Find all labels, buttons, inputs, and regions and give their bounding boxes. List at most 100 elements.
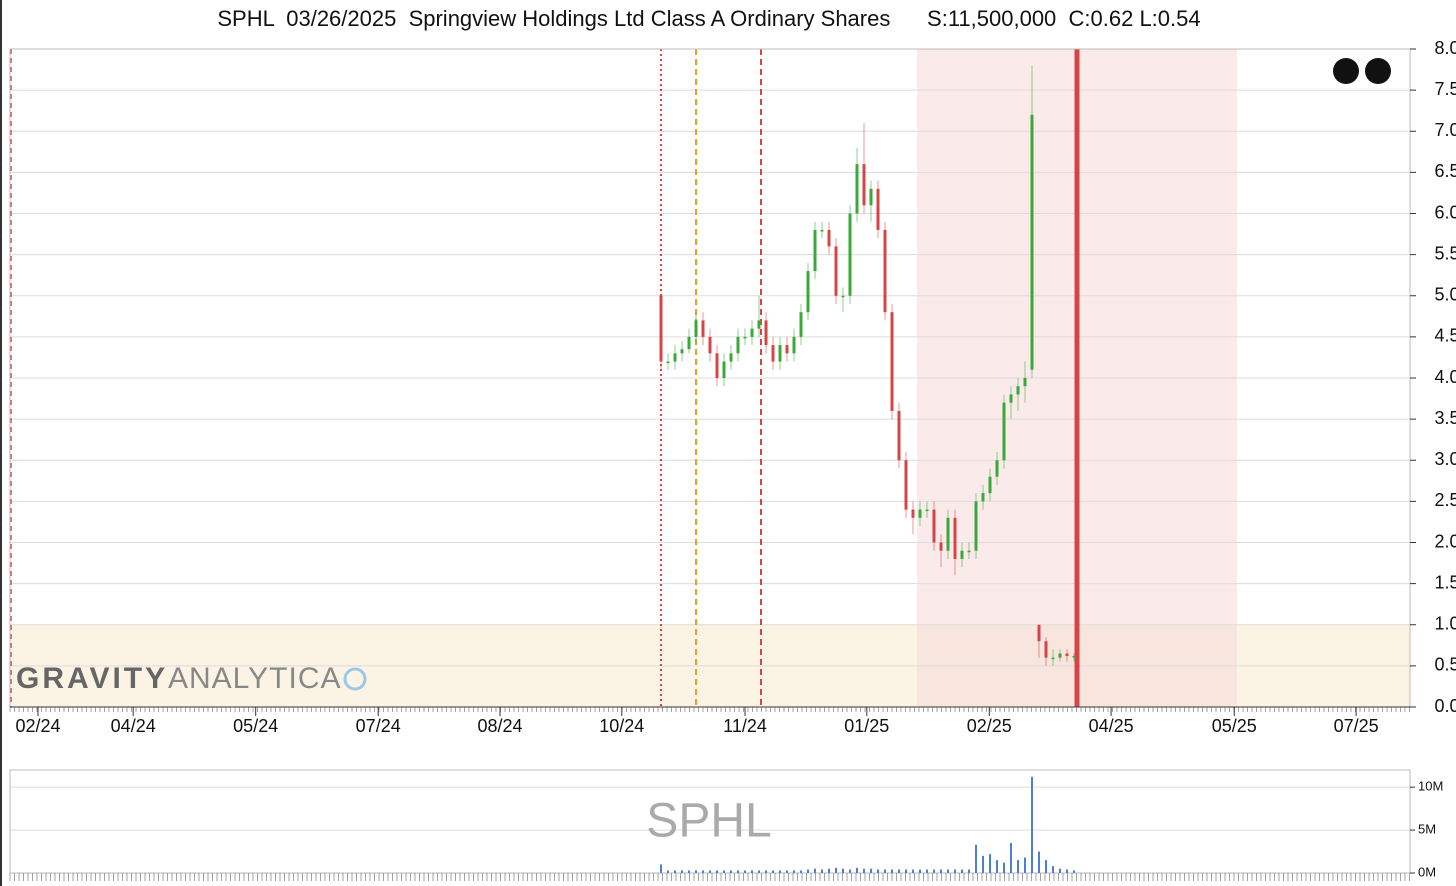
volume-bar [1017, 860, 1019, 873]
volume-bar [877, 869, 879, 873]
volume-bar [744, 870, 746, 873]
volume-bar [709, 870, 711, 873]
y-tick-label: 3.0 [1434, 449, 1456, 469]
volume-bar [821, 869, 823, 873]
volume-bar [968, 869, 970, 873]
volume-bar [758, 870, 760, 873]
indicator-dot [1365, 58, 1391, 84]
candle-body [792, 336, 796, 354]
candle-body [974, 501, 978, 551]
candle-body [694, 320, 698, 337]
volume-bar [688, 870, 690, 873]
volume-bar [1066, 869, 1068, 873]
candle-body [799, 312, 803, 337]
volume-watermark: SPHL [646, 795, 771, 848]
y-tick-label: 4.5 [1434, 326, 1456, 346]
candle-body [981, 493, 985, 502]
y-tick-label: 8.0 [1434, 38, 1456, 58]
volume-bar [975, 844, 977, 873]
candle-body [1023, 378, 1027, 387]
volume-bar [926, 869, 928, 873]
y-tick-label: 0.5 [1434, 655, 1456, 675]
x-tick-label: 10/24 [599, 716, 644, 736]
candle-body [841, 295, 845, 298]
candle-body [967, 550, 971, 553]
volume-bar [856, 867, 858, 873]
candle-body [666, 361, 670, 364]
candle-body [855, 164, 859, 214]
x-tick-label: 07/25 [1334, 716, 1379, 736]
volume-bar [954, 869, 956, 873]
candle-body [827, 229, 831, 247]
chart-title: SPHL 03/26/2025 Springview Holdings Ltd … [217, 6, 1200, 31]
volume-bar [961, 869, 963, 873]
indicator-dot [1333, 58, 1359, 84]
candle-body [1009, 394, 1013, 403]
candle-body [939, 542, 943, 551]
watermark: GRAVITY [16, 662, 168, 695]
volume-bar [807, 869, 809, 873]
volume-bar [1024, 857, 1026, 873]
y-tick-label: 1.0 [1434, 614, 1456, 634]
volume-bar [1052, 866, 1054, 873]
volume-bar [842, 868, 844, 873]
volume-bar [730, 870, 732, 873]
candle-body [995, 460, 999, 477]
candle-body [904, 460, 908, 510]
candle-body [953, 517, 957, 559]
volume-bar [793, 870, 795, 873]
volume-bar [884, 869, 886, 873]
volume-bar [681, 870, 683, 873]
volume-bar [1073, 870, 1075, 873]
x-tick-label: 04/24 [111, 716, 156, 736]
volume-bar [660, 864, 662, 873]
candle-body [743, 336, 747, 339]
candle-body [1016, 386, 1020, 395]
candle-body [1002, 402, 1006, 461]
candle-body [715, 353, 719, 378]
volume-bar [1045, 860, 1047, 873]
watermark: ANALYTICA [168, 662, 342, 695]
volume-bar [905, 869, 907, 873]
candle-body [1044, 641, 1048, 658]
candle-body [960, 550, 964, 559]
volume-y-tick-label: 0M [1418, 864, 1436, 879]
y-tick-label: 5.5 [1434, 243, 1456, 263]
candle-body [1072, 656, 1076, 658]
y-tick-label: 2.5 [1434, 490, 1456, 510]
candle-body [806, 271, 810, 313]
volume-bar [716, 870, 718, 873]
candle-body [673, 353, 677, 362]
candle-body [932, 509, 936, 543]
y-tick-label: 1.5 [1434, 572, 1456, 592]
candle-body [701, 320, 705, 337]
volume-bar [1059, 868, 1061, 873]
volume-bar [863, 868, 865, 873]
volume-bar [674, 870, 676, 873]
volume-bar [996, 860, 998, 873]
y-tick-label: 0.0 [1434, 696, 1456, 716]
candle-body [722, 361, 726, 378]
volume-bar [814, 868, 816, 873]
volume-bar [912, 869, 914, 873]
candle-body [869, 188, 873, 206]
candle-body [659, 295, 663, 362]
candle-body [750, 328, 754, 337]
candle-body [813, 229, 817, 272]
volume-bar [772, 870, 774, 873]
volume-y-tick-label: 10M [1418, 779, 1443, 794]
volume-bar [940, 869, 942, 873]
volume-bar [737, 870, 739, 873]
candle-body [729, 353, 733, 362]
x-tick-label: 07/24 [356, 716, 401, 736]
volume-bar [751, 870, 753, 873]
y-tick-label: 7.0 [1434, 120, 1456, 140]
volume-bar [779, 870, 781, 873]
volume-y-tick-label: 5M [1418, 822, 1436, 837]
volume-bar [1010, 842, 1012, 873]
volume-bar [891, 869, 893, 873]
y-tick-label: 4.0 [1434, 367, 1456, 387]
x-tick-label: 08/24 [477, 716, 522, 736]
x-tick-label: 02/25 [967, 716, 1012, 736]
